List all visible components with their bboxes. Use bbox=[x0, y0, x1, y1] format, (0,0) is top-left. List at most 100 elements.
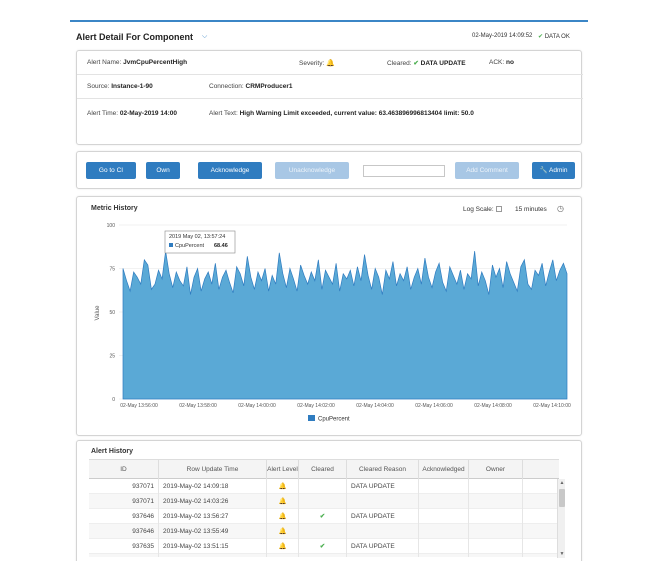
cell-row-update-time: 2019-May-02 13:55:49 bbox=[159, 524, 267, 539]
source-value: Instance-1-90 bbox=[111, 83, 153, 90]
cell-cleared-reason bbox=[347, 554, 419, 557]
col-owner[interactable]: Owner bbox=[469, 460, 523, 480]
cell-acknowledged bbox=[419, 554, 469, 557]
info-row-3: Alert Time: 02-May-2019 14:00 Alert Text… bbox=[77, 99, 583, 146]
cell-cleared-reason: DATA UPDATE bbox=[347, 539, 419, 554]
check-icon: ✔ bbox=[538, 34, 544, 40]
cell-row-update-time: 2019-May-02 13:56:27 bbox=[159, 509, 267, 524]
ack-label: ACK: bbox=[489, 59, 505, 66]
bell-icon: 🔔 bbox=[278, 513, 287, 520]
cell-cleared bbox=[299, 479, 347, 494]
log-scale-label: Log Scale: bbox=[463, 206, 494, 213]
log-scale-checkbox[interactable] bbox=[495, 206, 502, 213]
chart-legend[interactable]: CpuPercent bbox=[308, 415, 350, 423]
tooltip-time: 2019 May 02, 13:57:24 bbox=[169, 234, 225, 240]
tooltip-swatch bbox=[169, 243, 173, 247]
col-cleared[interactable]: Cleared bbox=[299, 460, 347, 480]
cell-cleared-reason: DATA UPDATE bbox=[347, 509, 419, 524]
col-alert-level[interactable]: Alert Level bbox=[267, 460, 299, 480]
cell-acknowledged bbox=[419, 509, 469, 524]
alert-info-panel: Alert Name: JvmCpuPercentHigh Severity: … bbox=[76, 50, 583, 146]
col-cleared-reason[interactable]: Cleared Reason bbox=[347, 460, 419, 480]
cell-cleared-reason: DATA UPDATE bbox=[347, 479, 419, 494]
series-area-0[interactable] bbox=[122, 251, 568, 400]
unacknowledge-button[interactable]: Unacknowledge bbox=[275, 162, 349, 179]
cell-cleared-reason bbox=[347, 524, 419, 539]
bell-icon: 🔔 bbox=[326, 60, 335, 67]
chevron-down-icon[interactable]: ⌵ bbox=[202, 33, 208, 40]
check-icon: ✔ bbox=[319, 543, 326, 550]
info-row-1: Alert Name: JvmCpuPercentHigh Severity: … bbox=[77, 51, 583, 75]
alert-text-field: Alert Text: High Warning Limit exceeded,… bbox=[209, 110, 474, 117]
alert-detail-page: Alert Detail For Component ⌵ 02-May-2019… bbox=[70, 20, 588, 561]
data-status-label: DATA OK bbox=[544, 34, 570, 40]
legend-label: CpuPercent bbox=[318, 417, 350, 423]
admin-button[interactable]: 🔧 Admin bbox=[532, 162, 575, 179]
cell-alert-level: 🔔 bbox=[267, 494, 299, 509]
alert-history-title: Alert History bbox=[91, 448, 134, 455]
alert-time-label: Alert Time: bbox=[87, 110, 119, 117]
cell-cleared bbox=[299, 554, 347, 557]
cleared-field: Cleared: ✔ DATA UPDATE bbox=[387, 59, 466, 67]
acknowledge-button[interactable]: Acknowledge bbox=[198, 162, 262, 179]
alert-history-panel: Alert History ID Row Update Time Alert L… bbox=[76, 440, 582, 561]
bell-icon: 🔔 bbox=[278, 483, 287, 490]
severity-label: Severity: bbox=[299, 60, 325, 67]
chart-tooltip: 2019 May 02, 13:57:24 CpuPercent 68.46 bbox=[164, 230, 236, 254]
cell-alert-level: 🔔 bbox=[267, 524, 299, 539]
col-id[interactable]: ID bbox=[89, 460, 159, 480]
bell-icon: 🔔 bbox=[278, 498, 287, 505]
y-tick-label: 25 bbox=[109, 354, 115, 360]
alert-text-value: High Warning Limit exceeded, current val… bbox=[239, 110, 474, 117]
cell-owner bbox=[469, 539, 523, 554]
cell-alert-level: 🔔 bbox=[267, 539, 299, 554]
cell-id: 937646 bbox=[89, 509, 159, 524]
y-tick-label: 0 bbox=[112, 397, 115, 403]
table-row[interactable]: 937071 2019-May-02 14:03:26 🔔 bbox=[89, 494, 559, 509]
scroll-up-icon[interactable]: ▲ bbox=[559, 480, 565, 486]
clock-icon[interactable]: ◷ bbox=[557, 204, 564, 213]
cell-row-update-time: 2019-May-02 13:51:14 bbox=[159, 554, 267, 557]
x-tick-label: 02-May 14:08:00 bbox=[474, 403, 512, 409]
y-axis-label: Value bbox=[95, 305, 101, 321]
table-row[interactable]: 937071 2019-May-02 14:09:18 🔔 DATA UPDATE bbox=[89, 479, 559, 494]
alert-text-label: Alert Text: bbox=[209, 110, 238, 117]
y-axis-ticks: 0 25 50 75 100 bbox=[107, 223, 116, 403]
table-row[interactable]: 937635 2019-May-02 13:51:15 🔔 ✔ DATA UPDATE bbox=[89, 539, 559, 554]
cell-alert-level: 🔔 bbox=[267, 554, 299, 557]
bell-icon: 🔔 bbox=[278, 543, 287, 550]
metric-history-title: Metric History bbox=[91, 205, 138, 212]
check-icon: ✔ bbox=[413, 60, 419, 67]
table-header: ID Row Update Time Alert Level Cleared C… bbox=[89, 459, 559, 480]
alert-name-label: Alert Name: bbox=[87, 59, 122, 66]
go-to-ci-button[interactable]: Go to CI bbox=[86, 162, 136, 179]
check-icon: ✔ bbox=[319, 513, 326, 520]
scrollbar-thumb[interactable] bbox=[559, 489, 565, 507]
table-row[interactable]: 937646 2019-May-02 13:56:27 🔔 ✔ DATA UPDATE bbox=[89, 509, 559, 524]
cell-owner bbox=[469, 509, 523, 524]
col-row-update-time[interactable]: Row Update Time bbox=[159, 460, 267, 480]
comment-input[interactable] bbox=[363, 165, 445, 177]
table-row[interactable]: 937646 2019-May-02 13:55:49 🔔 bbox=[89, 524, 559, 539]
col-acknowledged[interactable]: Acknowledged bbox=[419, 460, 469, 480]
cell-row-update-time: 2019-May-02 13:51:15 bbox=[159, 539, 267, 554]
cell-id: 937646 bbox=[89, 524, 159, 539]
add-comment-button[interactable]: Add Comment bbox=[455, 162, 519, 179]
cleared-value: DATA UPDATE bbox=[420, 60, 466, 67]
bell-icon: 🔔 bbox=[278, 528, 287, 535]
metric-history-panel: Metric History Log Scale: 15 minutes ◷ 0… bbox=[76, 196, 582, 436]
own-button[interactable]: Own bbox=[146, 162, 180, 179]
x-tick-label: 02-May 14:06:00 bbox=[415, 403, 453, 409]
scroll-down-icon[interactable]: ▼ bbox=[559, 551, 565, 557]
table-scrollbar[interactable]: ▲ ▼ bbox=[557, 479, 565, 558]
log-scale-toggle[interactable]: Log Scale: bbox=[463, 206, 502, 213]
y-tick-label: 100 bbox=[107, 223, 116, 229]
cell-row-update-time: 2019-May-02 14:03:26 bbox=[159, 494, 267, 509]
cell-alert-level: 🔔 bbox=[267, 479, 299, 494]
cell-row-update-time: 2019-May-02 14:09:18 bbox=[159, 479, 267, 494]
cell-acknowledged bbox=[419, 479, 469, 494]
time-range-select[interactable]: 15 minutes bbox=[515, 206, 547, 213]
cell-acknowledged bbox=[419, 539, 469, 554]
